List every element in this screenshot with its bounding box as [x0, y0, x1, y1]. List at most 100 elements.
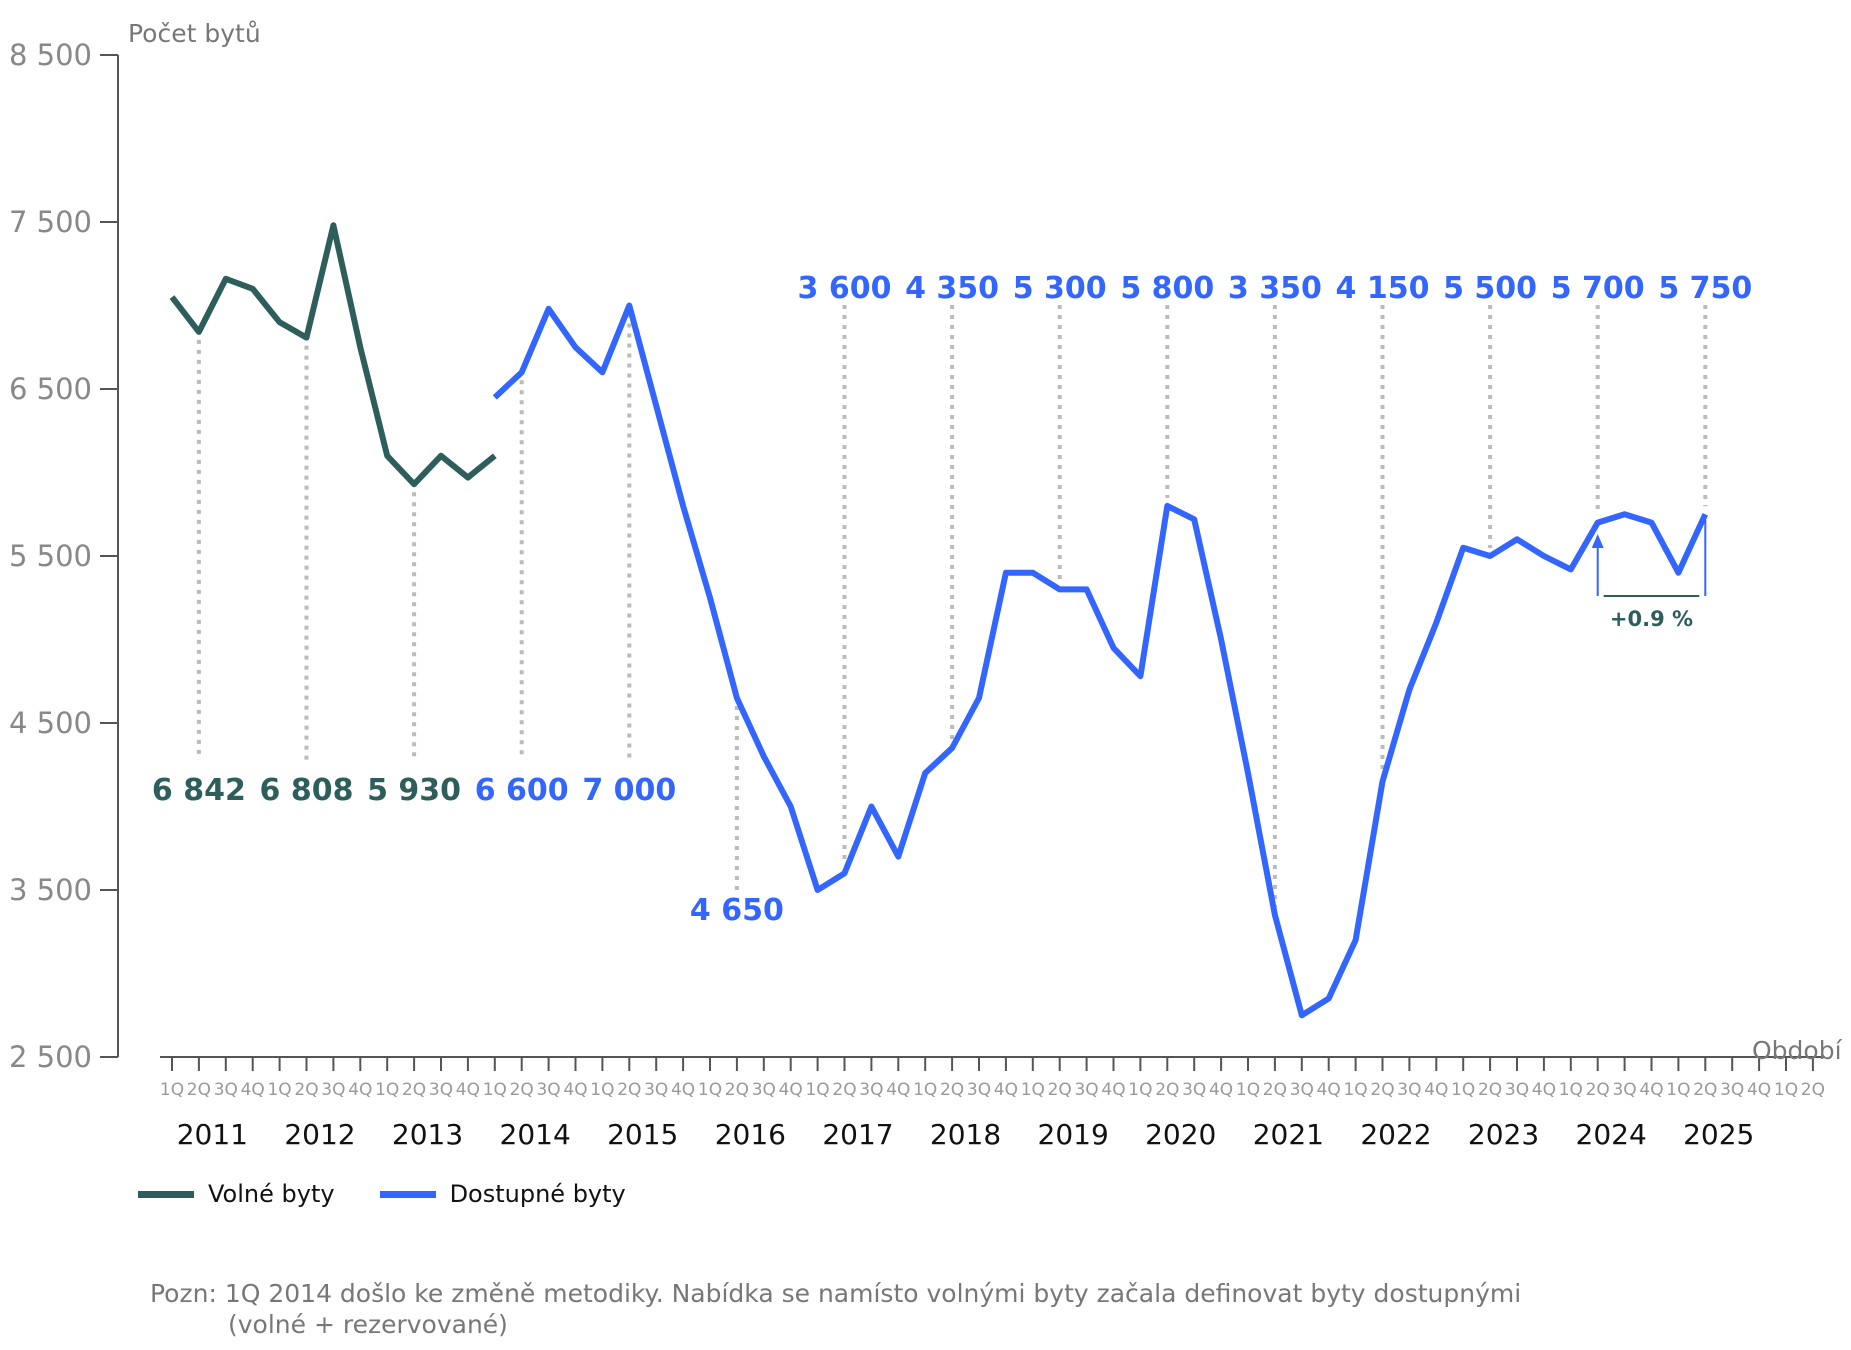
quarter-tick-label: 3Q — [752, 1080, 776, 1100]
quarter-tick-label: 2Q — [617, 1080, 641, 1100]
quarter-tick-label: 2Q — [402, 1080, 426, 1100]
quarter-tick-label: 3Q — [1612, 1080, 1636, 1100]
quarter-tick-label: 1Q — [1774, 1080, 1798, 1100]
legend-label-volne-byty: Volné byty — [208, 1180, 335, 1208]
quarter-tick-label: 1Q — [1236, 1080, 1260, 1100]
data-label: 5 700 — [1551, 271, 1645, 306]
quarter-tick-label: 2Q — [1370, 1080, 1394, 1100]
data-label: 5 930 — [367, 773, 461, 808]
note-line-2: (volné + rezervované) — [228, 1310, 508, 1339]
quarter-tick-label: 3Q — [859, 1080, 883, 1100]
change-label: +0.9 % — [1610, 607, 1693, 631]
quarter-tick-label: 4Q — [1532, 1080, 1556, 1100]
year-tick-label: 2017 — [822, 1118, 893, 1151]
data-label: 6 600 — [475, 773, 569, 808]
quarter-tick-label: 4Q — [671, 1080, 695, 1100]
note-line-1: Pozn: 1Q 2014 došlo ke změně metodiky. N… — [150, 1279, 1522, 1308]
year-tick-label: 2014 — [500, 1118, 571, 1151]
data-label: 3 350 — [1228, 271, 1322, 306]
legend-swatch-dostupne-byty — [379, 1190, 436, 1198]
quarter-tick-label: 2Q — [832, 1080, 856, 1100]
quarter-tick-label: 4Q — [241, 1080, 265, 1100]
series-line-volne-byty — [169, 222, 497, 488]
quarter-tick-label: 4Q — [348, 1080, 372, 1100]
quarter-tick-label: 4Q — [994, 1080, 1018, 1100]
quarter-tick-label: 1Q — [483, 1080, 507, 1100]
legend: Volné byty Dostupné byty — [138, 1180, 626, 1208]
y-tick-label: 4 500 — [9, 706, 92, 740]
series-line-dostupne-byty — [492, 302, 1709, 1019]
year-tick-label: 2024 — [1576, 1118, 1647, 1151]
legend-swatch-volne-byty — [138, 1190, 194, 1198]
data-label: 4 150 — [1336, 271, 1430, 306]
quarter-tick-label: 4Q — [1209, 1080, 1233, 1100]
quarter-tick-label: 4Q — [456, 1080, 480, 1100]
quarter-tick-label: 2Q — [725, 1080, 749, 1100]
data-label: 5 800 — [1120, 271, 1214, 306]
legend-item-volne-byty: Volné byty — [138, 1180, 335, 1208]
legend-label-dostupne-byty: Dostupné byty — [449, 1180, 626, 1208]
quarter-tick-label: 3Q — [214, 1080, 238, 1100]
quarter-tick-label: 2Q — [1155, 1080, 1179, 1100]
quarter-tick-label: 2Q — [1801, 1080, 1825, 1100]
x-axis-title: Období — [1752, 1036, 1843, 1065]
quarter-tick-label: 3Q — [967, 1080, 991, 1100]
quarter-tick-label: 1Q — [267, 1080, 291, 1100]
quarter-tick-label: 4Q — [1101, 1080, 1125, 1100]
quarter-tick-label: 4Q — [779, 1080, 803, 1100]
quarter-tick-label: 4Q — [1317, 1080, 1341, 1100]
quarter-tick-label: 3Q — [536, 1080, 560, 1100]
quarter-tick-label: 2Q — [1263, 1080, 1287, 1100]
quarter-tick-label: 1Q — [1128, 1080, 1152, 1100]
quarter-tick-label: 1Q — [160, 1080, 184, 1100]
quarter-tick-label: 3Q — [1720, 1080, 1744, 1100]
line-chart: 2 500 3 500 4 500 5 500 6 500 7 500 8 500 Počet… — [9, 19, 1843, 1151]
data-label: 6 808 — [260, 773, 354, 808]
y-tick-label: 6 500 — [9, 372, 92, 406]
data-label: 5 500 — [1443, 271, 1537, 306]
y-tick-label: 8 500 — [9, 38, 92, 72]
quarter-tick-label: 2Q — [1586, 1080, 1610, 1100]
quarter-tick-label: 2Q — [510, 1080, 534, 1100]
data-label: 5 300 — [1013, 271, 1107, 306]
year-tick-label: 2018 — [930, 1118, 1001, 1151]
quarter-tick-label: 4Q — [886, 1080, 910, 1100]
data-label: 4 650 — [690, 893, 784, 928]
data-label: 6 842 — [152, 773, 246, 808]
quarter-tick-label: 2Q — [940, 1080, 964, 1100]
year-tick-label: 2021 — [1253, 1118, 1324, 1151]
quarter-tick-label: 3Q — [1182, 1080, 1206, 1100]
quarter-tick-label: 1Q — [590, 1080, 614, 1100]
year-tick-label: 2016 — [715, 1118, 786, 1151]
y-tick-label: 3 500 — [9, 873, 92, 907]
quarter-tick-label: 1Q — [375, 1080, 399, 1100]
change-arrow-head — [1591, 534, 1604, 548]
quarter-tick-label: 2Q — [1478, 1080, 1502, 1100]
year-tick-label: 2015 — [607, 1118, 678, 1151]
y-axis-title: Počet bytů — [128, 19, 261, 48]
quarter-tick-label: 3Q — [1074, 1080, 1098, 1100]
quarter-tick-label: 4Q — [1424, 1080, 1448, 1100]
quarter-tick-label: 1Q — [1666, 1080, 1690, 1100]
methodology-note: Pozn: 1Q 2014 došlo ke změně metodiky. N… — [150, 1278, 1710, 1340]
quarter-tick-label: 3Q — [429, 1080, 453, 1100]
quarter-tick-label: 3Q — [1397, 1080, 1421, 1100]
y-tick-label: 2 500 — [9, 1040, 92, 1074]
data-label: 3 600 — [798, 271, 892, 306]
quarter-tick-label: 1Q — [1559, 1080, 1583, 1100]
quarter-tick-label: 4Q — [1639, 1080, 1663, 1100]
quarter-tick-label: 2Q — [187, 1080, 211, 1100]
quarter-tick-label: 3Q — [1505, 1080, 1529, 1100]
year-tick-label: 2025 — [1683, 1118, 1754, 1151]
quarter-tick-label: 1Q — [698, 1080, 722, 1100]
quarter-tick-label: 3Q — [321, 1080, 345, 1100]
year-tick-label: 2011 — [177, 1118, 248, 1151]
legend-item-dostupne-byty: Dostupné byty — [379, 1180, 626, 1208]
quarter-tick-label: 2Q — [1693, 1080, 1717, 1100]
year-tick-label: 2013 — [392, 1118, 463, 1151]
y-tick-label: 5 500 — [9, 539, 92, 573]
data-label: 4 350 — [905, 271, 999, 306]
quarter-tick-label: 3Q — [1290, 1080, 1314, 1100]
quarter-tick-label: 1Q — [1343, 1080, 1367, 1100]
y-tick-label: 7 500 — [9, 205, 92, 239]
